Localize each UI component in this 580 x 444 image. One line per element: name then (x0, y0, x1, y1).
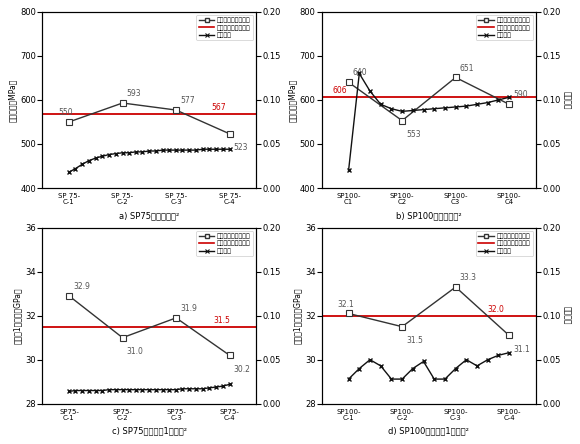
Legend: 各切出し面の平均値, 全切出し面の平均値, 変動係数: 各切出し面の平均値, 全切出し面の平均値, 変動係数 (476, 15, 533, 40)
Legend: 各切出し面の平均値, 全切出し面の平均値, 変動係数: 各切出し面の平均値, 全切出し面の平均値, 変動係数 (476, 231, 533, 256)
Y-axis label: 圧縮弹1性係数（GPa）: 圧縮弹1性係数（GPa） (13, 287, 23, 344)
Text: 30.2: 30.2 (234, 365, 251, 374)
Text: 606: 606 (332, 86, 347, 95)
Text: 593: 593 (126, 89, 142, 98)
Y-axis label: 圧縮弹1性係数（GPa）: 圧縮弹1性係数（GPa） (293, 287, 302, 344)
Text: 33.3: 33.3 (460, 273, 477, 282)
Text: 577: 577 (180, 96, 195, 105)
Text: 550: 550 (58, 108, 72, 117)
Y-axis label: 変動係数: 変動係数 (563, 306, 572, 325)
Y-axis label: 圧縮強度（MPa）: 圧縮強度（MPa） (288, 78, 297, 122)
Text: 651: 651 (460, 63, 474, 72)
Text: 32.9: 32.9 (73, 282, 90, 291)
Text: 32.1: 32.1 (338, 300, 354, 309)
Y-axis label: 圧縮強度（MPa）: 圧縮強度（MPa） (8, 78, 17, 122)
X-axis label: d) SP100の圧縮弹1性係数²: d) SP100の圧縮弹1性係数² (389, 427, 469, 436)
Text: 31.0: 31.0 (126, 347, 144, 357)
Text: 31.9: 31.9 (180, 304, 197, 313)
Text: 31.5: 31.5 (406, 337, 423, 345)
Text: 523: 523 (234, 143, 248, 152)
Y-axis label: 変動係数: 変動係数 (563, 91, 572, 109)
X-axis label: b) SP100の圧縮強度²: b) SP100の圧縮強度² (396, 211, 462, 220)
Text: 590: 590 (513, 91, 528, 99)
Text: 32.0: 32.0 (488, 305, 505, 313)
Text: 31.5: 31.5 (213, 316, 230, 325)
X-axis label: c) SP75の圧縮弹1性係数²: c) SP75の圧縮弹1性係数² (112, 427, 187, 436)
Text: 553: 553 (406, 130, 421, 139)
Legend: 各切出し面の平均値, 全切出し面の平均値, 変動係数: 各切出し面の平均値, 全切出し面の平均値, 変動係数 (197, 231, 253, 256)
Text: 567: 567 (211, 103, 226, 112)
Text: 640: 640 (353, 68, 367, 77)
Text: 31.1: 31.1 (513, 345, 530, 354)
Legend: 各切出し面の平均値, 全切出し面の平均値, 変動係数: 各切出し面の平均値, 全切出し面の平均値, 変動係数 (197, 15, 253, 40)
X-axis label: a) SP75の圧縮強度²: a) SP75の圧縮強度² (119, 211, 179, 220)
